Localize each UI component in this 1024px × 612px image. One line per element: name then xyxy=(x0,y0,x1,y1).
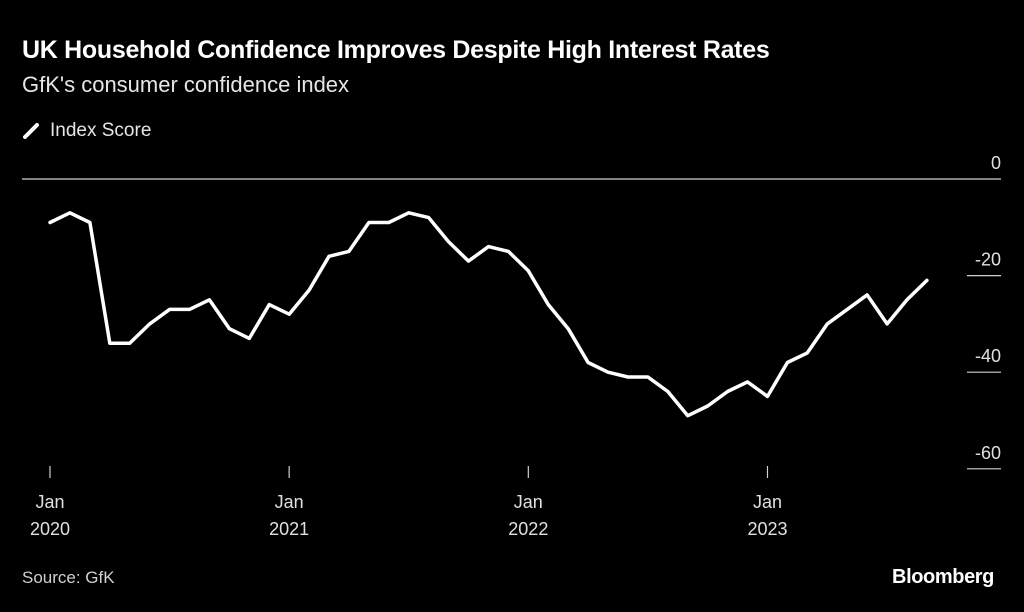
legend: Index Score xyxy=(22,120,151,142)
legend-line-icon xyxy=(23,123,39,139)
x-tick-year: 2022 xyxy=(508,519,548,539)
chart-title: UK Household Confidence Improves Despite… xyxy=(22,36,770,64)
series-line-index-score xyxy=(48,211,929,418)
x-tick-year: 2021 xyxy=(269,519,309,539)
bloomberg-logo: Bloomberg xyxy=(892,566,994,588)
x-tick-month: Jan xyxy=(514,492,543,512)
x-tick-month: Jan xyxy=(35,492,64,512)
x-tick-month: Jan xyxy=(275,492,304,512)
x-tick-year: 2020 xyxy=(30,519,70,539)
y-tick-label: -40 xyxy=(975,346,1001,366)
chart-subtitle: GfK's consumer confidence index xyxy=(22,72,350,97)
legend-label: Index Score xyxy=(50,120,152,141)
source-note: Source: GfK xyxy=(22,568,115,587)
x-tick-month: Jan xyxy=(753,492,782,512)
x-tick-year: 2023 xyxy=(747,519,787,539)
y-tick-label: -20 xyxy=(975,250,1001,270)
y-tick-label: 0 xyxy=(991,153,1001,173)
y-tick-label: -60 xyxy=(975,443,1001,463)
